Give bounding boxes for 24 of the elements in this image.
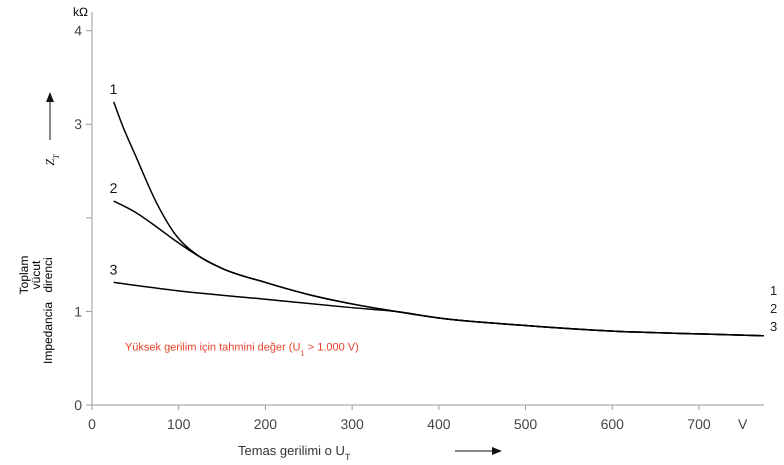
x-tick-label: 400 — [427, 416, 451, 432]
y-tick-label: 4 — [74, 22, 82, 39]
x-tick-label: 500 — [514, 416, 538, 432]
text: kΩ — [73, 5, 88, 19]
series-label: 2 — [110, 180, 118, 196]
series-label: 1 — [110, 80, 118, 97]
y-axis-title: Toplam vücut direnci — [17, 256, 55, 294]
x-axis-title: Temas gerilimi o U$_{T}$ — [238, 443, 351, 462]
y-tick-label: 3 — [74, 116, 82, 132]
text: 2 — [770, 301, 778, 316]
y-tick-label: 1 — [74, 303, 82, 320]
text: V — [738, 416, 748, 432]
annotation: Yüksek gerilim için tahmini değer (U$_{1}$ > 1.000 V) — [124, 342, 359, 358]
y-tick-label: 0 — [74, 396, 82, 413]
text: 1 — [770, 283, 778, 298]
text: 3 — [770, 319, 778, 334]
x-tick-label: 0 — [88, 416, 96, 432]
x-tick-label: 600 — [600, 416, 624, 432]
text: Impedancia — [41, 302, 55, 364]
x-tick-label: 100 — [167, 416, 191, 432]
x-tick-label: 200 — [254, 416, 278, 432]
series-label: 3 — [110, 261, 118, 278]
x-tick-label: 300 — [340, 416, 364, 432]
x-tick-label: 700 — [687, 416, 711, 432]
